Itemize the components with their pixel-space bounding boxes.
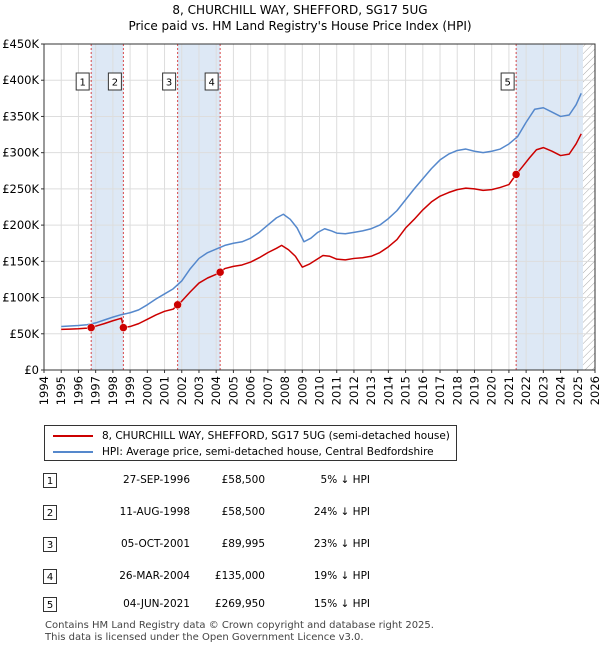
sale-marker-box	[500, 72, 515, 91]
footer-copyright: Contains HM Land Registry data © Crown c…	[45, 620, 434, 631]
x-tick-label: 2023	[536, 376, 550, 405]
y-tick-label: £400K	[2, 73, 39, 87]
sale-hpi-diff: 19% ↓ HPI	[313, 570, 370, 582]
x-tick-label: 2010	[313, 376, 327, 405]
x-tick-label: 2000	[140, 376, 154, 405]
legend-label-property: 8, CHURCHILL WAY, SHEFFORD, SG17 5UG (se…	[102, 430, 450, 442]
sale-row: 3 05-OCT-2001 £89,995 23% ↓ HPI	[0, 534, 600, 554]
sale-marker-box	[204, 72, 219, 91]
y-tick-label: £450K	[2, 37, 39, 51]
y-tick-label: £300K	[2, 146, 39, 160]
x-tick-label: 2020	[485, 376, 499, 405]
y-tick-label: £100K	[2, 291, 39, 305]
sale-row: 4 26-MAR-2004 £135,000 19% ↓ HPI	[0, 566, 600, 586]
x-tick-label: 2009	[295, 376, 309, 405]
hpi-series-line	[61, 92, 582, 328]
y-tick-label: £150K	[2, 254, 39, 268]
sale-point	[86, 323, 96, 332]
x-tick-label: 2005	[226, 376, 240, 405]
sale-date: 11-AUG-1998	[119, 506, 190, 518]
chart-subtitle: Price paid vs. HM Land Registry's House …	[128, 19, 471, 33]
chart-title: 8, CHURCHILL WAY, SHEFFORD, SG17 5UG	[172, 3, 427, 17]
x-tick-label: 1995	[54, 376, 68, 405]
sale-date: 27-SEP-1996	[122, 474, 190, 486]
sale-row: 2 11-AUG-1998 £58,500 24% ↓ HPI	[0, 502, 600, 522]
x-tick-label: 2004	[209, 376, 223, 405]
x-tick-label: 2001	[158, 376, 172, 405]
y-tick-label: £250K	[2, 182, 39, 196]
x-tick-label: 2012	[347, 376, 361, 405]
x-tick-label: 2022	[519, 376, 533, 405]
sale-point	[119, 323, 128, 332]
x-tick-label: 2013	[364, 376, 378, 405]
sale-number: 2	[43, 505, 57, 520]
y-tick-label: £350K	[2, 109, 39, 123]
x-tick-label: 1999	[123, 376, 137, 405]
x-tick-label: 2002	[175, 376, 189, 405]
sale-point	[215, 267, 225, 277]
sale-date: 04-JUN-2021	[123, 598, 190, 610]
sale-date: 05-OCT-2001	[121, 538, 190, 550]
footer: Contains HM Land Registry data © Crown c…	[45, 620, 434, 644]
x-tick-label: 1994	[37, 376, 51, 405]
x-tick-label: 2018	[450, 376, 464, 405]
sale-hpi-diff: 15% ↓ HPI	[313, 598, 370, 610]
x-tick-label: 1998	[106, 376, 120, 405]
x-tick-label: 2011	[330, 376, 344, 405]
property-series-line	[61, 133, 582, 331]
x-tick-label: 1997	[89, 376, 103, 405]
x-tick-label: 2025	[571, 376, 585, 405]
sale-number: 3	[43, 537, 57, 552]
sale-number: 4	[43, 569, 57, 584]
sale-number: 5	[43, 597, 57, 612]
sale-price: £135,000	[214, 570, 265, 582]
x-tick-label: 2008	[278, 376, 292, 405]
sale-marker-label: 5	[504, 78, 510, 89]
x-tick-label: 2026	[588, 376, 600, 405]
sale-row: 5 04-JUN-2021 £269,950 15% ↓ HPI	[0, 594, 600, 614]
x-tick-label: 2007	[261, 376, 275, 405]
x-tick-label: 2003	[192, 376, 206, 405]
x-tick-label: 2006	[244, 376, 258, 405]
property-line-swatch	[53, 435, 93, 437]
y-tick-label: £200K	[2, 218, 39, 232]
sale-marker-label: 4	[208, 78, 214, 89]
ownership-shade	[516, 44, 583, 370]
sale-point	[173, 300, 182, 310]
sale-marker-label: 2	[112, 78, 118, 89]
price-chart: 8, CHURCHILL WAY, SHEFFORD, SG17 5UG Pri…	[2, 3, 600, 405]
footer-licence: This data is licensed under the Open Gov…	[45, 632, 364, 643]
sale-price: £89,995	[221, 538, 265, 550]
x-tick-label: 2024	[554, 376, 568, 405]
x-tick-label: 1996	[71, 376, 85, 405]
sale-row: 1 27-SEP-1996 £58,500 5% ↓ HPI	[0, 470, 600, 490]
sale-date: 26-MAR-2004	[119, 570, 190, 582]
sale-hpi-diff: 5% ↓ HPI	[320, 474, 370, 486]
x-tick-label: 2017	[433, 376, 447, 405]
sale-price: £58,500	[221, 474, 265, 486]
sale-price: £58,500	[221, 506, 265, 518]
sale-marker-box	[162, 72, 177, 91]
x-tick-label: 2015	[399, 376, 413, 405]
legend: 8, CHURCHILL WAY, SHEFFORD, SG17 5UG (se…	[44, 425, 457, 461]
y-tick-label: £0	[24, 363, 39, 377]
legend-label-hpi: HPI: Average price, semi-detached house,…	[102, 446, 434, 458]
x-tick-label: 2014	[381, 376, 395, 405]
future-hatch	[582, 44, 595, 370]
x-tick-label: 2019	[467, 376, 481, 405]
sale-point	[511, 170, 521, 179]
x-tick-label: 2016	[416, 376, 430, 405]
sale-price: £269,950	[214, 598, 265, 610]
y-tick-label: £50K	[10, 327, 40, 341]
sale-marker-box	[107, 72, 122, 91]
x-tick-label: 2021	[502, 376, 516, 405]
sale-hpi-diff: 23% ↓ HPI	[313, 538, 370, 550]
sale-marker-box	[75, 72, 90, 91]
sale-marker-label: 1	[79, 78, 85, 89]
sale-hpi-diff: 24% ↓ HPI	[313, 506, 370, 518]
hpi-line-swatch	[53, 451, 93, 453]
sale-marker-label: 3	[166, 78, 172, 89]
sale-number: 1	[43, 473, 57, 488]
